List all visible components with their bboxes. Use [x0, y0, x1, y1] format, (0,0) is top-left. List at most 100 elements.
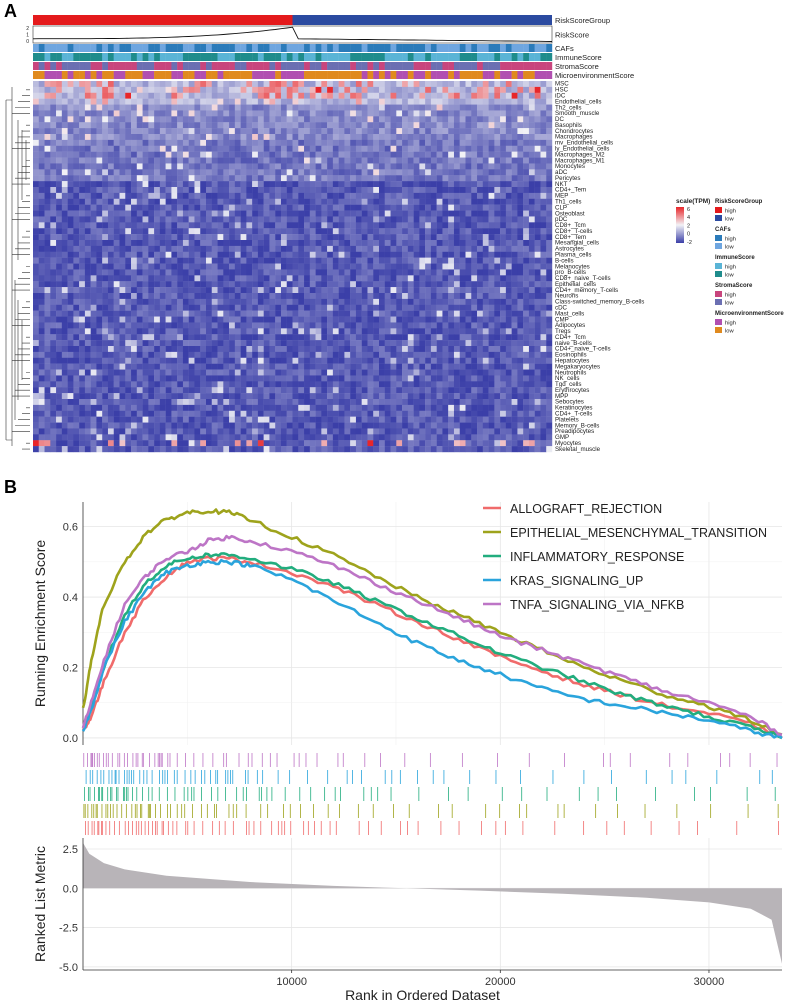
heatmap-cell	[194, 204, 201, 211]
heatmap-cell	[113, 122, 120, 129]
heatmap-cell	[442, 181, 449, 188]
heatmap-cell	[494, 210, 501, 217]
heatmap-cell	[131, 122, 137, 129]
heatmap-cell	[384, 257, 391, 264]
heatmap-cell	[240, 98, 247, 105]
heatmap-cell	[177, 340, 184, 347]
heatmap-cell	[50, 275, 57, 282]
heatmap-cell	[309, 104, 316, 111]
heatmap-cell	[148, 334, 155, 341]
heatmap-cell	[194, 334, 201, 341]
heatmap-cell	[177, 181, 184, 188]
heatmap-cell	[61, 293, 68, 300]
heatmap-cell	[142, 328, 149, 335]
heatmap-cell	[84, 151, 91, 158]
annotation-cell	[511, 71, 518, 79]
heatmap-cell	[125, 228, 132, 235]
heatmap-cell	[136, 157, 143, 164]
heatmap-cell	[332, 98, 339, 105]
heatmap-cell	[309, 134, 316, 141]
annotation-cell	[194, 62, 201, 70]
heatmap-cell	[61, 245, 68, 252]
heatmap-cell	[396, 116, 403, 123]
heatmap-cell	[229, 98, 236, 105]
annotation-cell	[540, 62, 547, 70]
heatmap-cell	[384, 210, 391, 217]
heatmap-cell	[419, 369, 426, 376]
heatmap-cell	[33, 298, 39, 305]
heatmap-cell	[396, 287, 403, 294]
heatmap-cell	[96, 257, 103, 264]
heatmap-cell	[136, 216, 143, 223]
heatmap-cell	[165, 204, 172, 211]
heatmap-cell	[223, 181, 230, 188]
heatmap-cell	[107, 92, 114, 99]
heatmap-cell	[84, 192, 91, 199]
heatmap-cell	[73, 240, 80, 247]
heatmap-cell	[84, 175, 91, 182]
heatmap-cell	[119, 92, 126, 99]
heatmap-cell	[350, 192, 357, 199]
heatmap-cell	[280, 198, 287, 205]
heatmap-cell	[511, 310, 518, 317]
heatmap-cell	[131, 363, 137, 370]
heatmap-cell	[56, 210, 63, 217]
heatmap-cell	[355, 257, 362, 264]
heatmap-cell	[528, 340, 535, 347]
heatmap-cell	[182, 351, 189, 358]
heatmap-cell	[373, 169, 380, 176]
heatmap-cell	[67, 216, 74, 223]
heatmap-cell	[413, 240, 420, 247]
heatmap-cell	[396, 122, 403, 129]
heatmap-cell	[269, 245, 276, 252]
heatmap-cell	[182, 316, 189, 323]
heatmap-cell	[102, 275, 109, 282]
heatmap-cell	[240, 351, 247, 358]
heatmap-cell	[165, 216, 172, 223]
heatmap-cell	[206, 346, 212, 353]
heatmap-cell	[465, 98, 472, 105]
heatmap-cell	[298, 351, 305, 358]
heatmap-cell	[471, 134, 478, 141]
heatmap-cell	[407, 304, 414, 311]
heatmap-cell	[309, 145, 316, 152]
heatmap-cell	[511, 187, 518, 194]
heatmap-cell	[61, 187, 68, 194]
annotation-cell	[304, 71, 310, 79]
heatmap-cell	[223, 92, 230, 99]
heatmap-cell	[419, 198, 426, 205]
heatmap-cell	[67, 110, 74, 117]
heatmap-cell	[61, 139, 68, 146]
heatmap-cell	[436, 181, 443, 188]
heatmap-cell	[505, 163, 512, 170]
heatmap-cell	[67, 139, 74, 146]
heatmap-cell	[298, 128, 305, 135]
heatmap-cell	[56, 228, 63, 235]
heatmap-cell	[425, 210, 432, 217]
heatmap-cell	[459, 151, 466, 158]
heatmap-cell	[402, 357, 409, 364]
heatmap-cell	[73, 169, 80, 176]
heatmap-cell	[355, 287, 362, 294]
heatmap-cell	[505, 187, 512, 194]
heatmap-cell	[546, 157, 553, 164]
heatmap-cell	[234, 298, 241, 305]
heatmap-cell	[182, 293, 189, 300]
heatmap-cell	[459, 157, 466, 164]
heatmap-cell	[298, 104, 305, 111]
heatmap-cell	[252, 169, 259, 176]
heatmap-cell	[125, 363, 132, 370]
heatmap-cell	[269, 104, 276, 111]
heatmap-cell	[223, 328, 230, 335]
heatmap-cell	[292, 369, 299, 376]
heatmap-cell	[44, 204, 51, 211]
heatmap-cell	[523, 245, 530, 252]
heatmap-cell	[292, 263, 299, 270]
heatmap-cell	[350, 334, 357, 341]
heatmap-cell	[240, 86, 247, 93]
heatmap-cell	[154, 381, 161, 388]
heatmap-cell	[159, 240, 166, 247]
heatmap-cell	[402, 139, 409, 146]
annotation-cell	[102, 53, 109, 61]
heatmap-cell	[505, 363, 512, 370]
